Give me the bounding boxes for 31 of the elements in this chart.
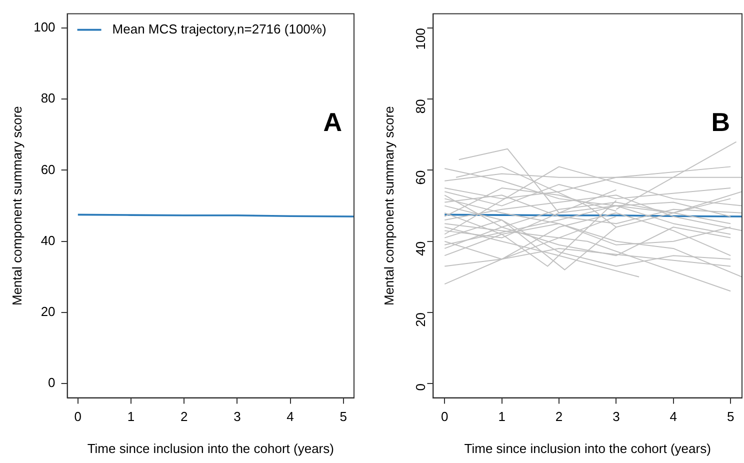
x-tick-label: 4 [286,409,294,424]
y-tick-label: 0 [412,384,428,391]
y-axis-title: Mental component summary score [9,106,24,306]
legend-label: Mean MCS trajectory,n=2716 (100%) [112,21,326,36]
y-tick-label: 40 [40,232,56,248]
y-tick-label: 20 [412,312,428,327]
y-tick-label: 80 [412,99,428,114]
x-axis-title: Time since inclusion into the cohort (years) [464,440,711,456]
x-tick-label: 3 [234,409,241,424]
y-tick-label: 60 [40,162,56,177]
x-tick-label: 4 [670,409,677,424]
y-tick-label: 0 [48,375,56,390]
annotation: A [323,106,342,137]
x-tick-label: 2 [180,409,188,424]
y-axis-title: Mental component summary score [381,106,396,306]
y-tick-label: 100 [412,28,428,50]
y-tick-label: 60 [412,170,428,185]
x-tick-label: 1 [498,409,506,424]
x-tick-label: 2 [555,409,563,424]
x-tick-label: 0 [441,409,448,424]
y-tick-label: 80 [40,90,56,106]
x-axis-title: Time since inclusion into the cohort (years) [87,440,334,456]
y-tick-label: 20 [40,304,56,320]
x-tick-label: 1 [127,409,135,424]
y-tick-label: 100 [34,20,56,35]
x-tick-label: 5 [726,409,734,424]
x-tick-label: 0 [74,409,82,424]
y-tick-label: 40 [412,241,428,256]
x-tick-label: 5 [340,409,347,424]
annotation: B [711,106,730,137]
x-tick-label: 3 [612,409,620,424]
